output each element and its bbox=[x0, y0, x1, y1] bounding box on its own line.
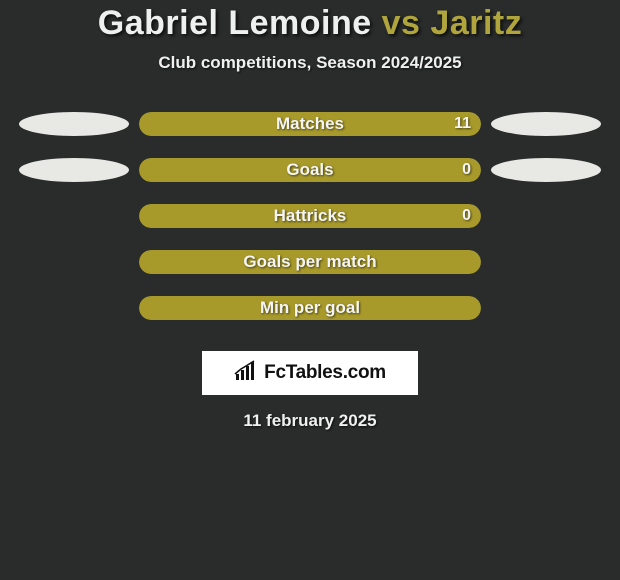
stat-label: Matches bbox=[139, 112, 481, 136]
player-b-name: Jaritz bbox=[430, 4, 522, 42]
stat-value-right: 11 bbox=[454, 112, 471, 136]
left-ellipse bbox=[19, 112, 129, 136]
vs-separator: vs bbox=[382, 4, 421, 42]
stat-value-right: 0 bbox=[462, 158, 471, 182]
right-ellipse bbox=[491, 112, 601, 136]
stat-row: Hattricks0 bbox=[0, 193, 620, 239]
stat-label: Hattricks bbox=[139, 204, 481, 228]
stat-bar: Matches11 bbox=[139, 112, 481, 136]
comparison-card: Gabriel Lemoine vs Jaritz Club competiti… bbox=[0, 0, 620, 431]
page-title: Gabriel Lemoine vs Jaritz bbox=[0, 4, 620, 43]
stat-row: Min per goal bbox=[0, 285, 620, 331]
stat-bar: Goals per match bbox=[139, 250, 481, 274]
stat-row: Goals0 bbox=[0, 147, 620, 193]
stat-label: Goals bbox=[139, 158, 481, 182]
stat-row: Goals per match bbox=[0, 239, 620, 285]
left-ellipse bbox=[19, 158, 129, 182]
source-badge[interactable]: FcTables.com bbox=[202, 351, 418, 395]
date-text: 11 february 2025 bbox=[0, 411, 620, 431]
player-a-name: Gabriel Lemoine bbox=[98, 4, 372, 42]
stat-bar: Hattricks0 bbox=[139, 204, 481, 228]
bar-chart-icon bbox=[234, 360, 258, 387]
stat-label: Min per goal bbox=[139, 296, 481, 320]
stat-bar: Goals0 bbox=[139, 158, 481, 182]
stats-rows: Matches11Goals0Hattricks0Goals per match… bbox=[0, 101, 620, 331]
stat-row: Matches11 bbox=[0, 101, 620, 147]
subtitle-text: Club competitions, Season 2024/2025 bbox=[0, 53, 620, 73]
stat-value-right: 0 bbox=[462, 204, 471, 228]
source-brand-text: FcTables.com bbox=[264, 362, 386, 384]
right-ellipse bbox=[491, 158, 601, 182]
stat-label: Goals per match bbox=[139, 250, 481, 274]
stat-bar: Min per goal bbox=[139, 296, 481, 320]
